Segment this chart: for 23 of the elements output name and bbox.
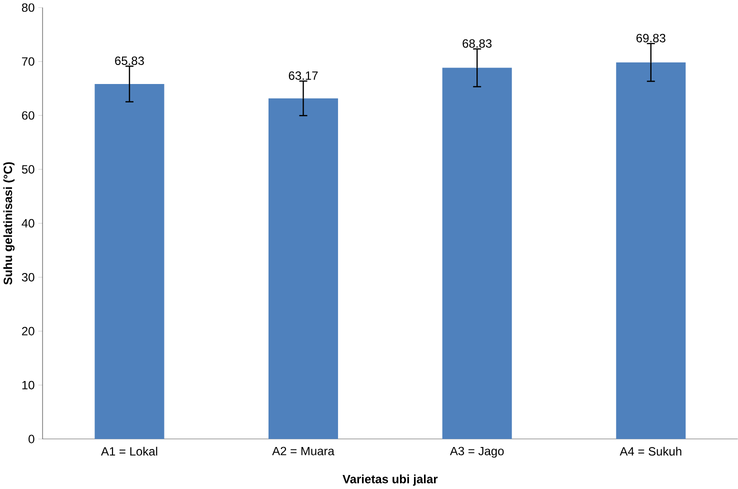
y-tick-label: 10 — [22, 380, 34, 390]
data-label: 69.83 — [636, 34, 666, 42]
y-tick-label: 70 — [22, 57, 34, 66]
data-label: 68.83 — [462, 39, 492, 48]
y-tick-label: 20 — [22, 326, 34, 336]
bar — [268, 98, 338, 439]
y-tick-label: 50 — [22, 165, 34, 174]
y-axis-title: Suhu gelatinisasi (°C) — [3, 162, 15, 285]
y-tick-label: 80 — [22, 3, 34, 12]
data-label: 65.83 — [115, 56, 144, 65]
bar — [94, 84, 164, 439]
bar — [442, 68, 512, 439]
y-tick-label: 30 — [22, 272, 34, 282]
data-label: 63.17 — [288, 71, 318, 80]
y-tick-label: 40 — [22, 219, 34, 228]
x-axis-title: Varietas ubi jalar — [342, 474, 438, 486]
x-tick-label: A3 = Jago — [450, 446, 504, 458]
x-tick-label: A1 = Lokal — [100, 446, 158, 456]
y-tick-label: 0 — [28, 434, 34, 444]
x-tick-label: A4 = Sukuh — [620, 446, 682, 456]
y-tick-label: 60 — [22, 111, 34, 120]
x-tick-label: A2 = Muara — [272, 446, 334, 456]
bar — [616, 62, 686, 439]
